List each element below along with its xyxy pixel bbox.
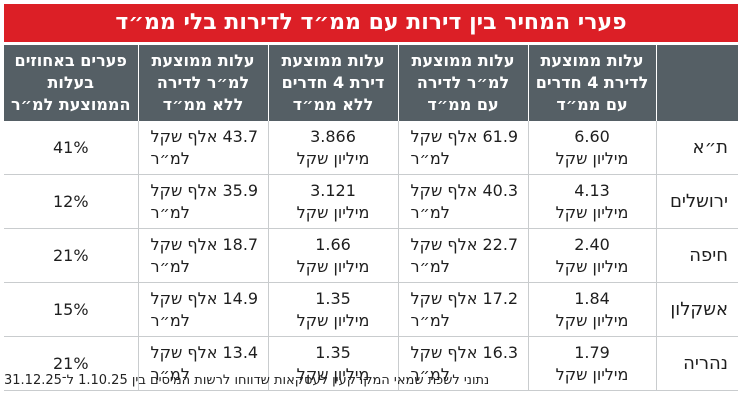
avg-sqm-with-mamad-cell: 16.3 אלף שקל למ״ר (397, 336, 528, 391)
avg-4room-with-mamad-cell: 1.79 מיליון שקל (527, 336, 656, 391)
avg-sqm-with-mamad-cell: 22.7 אלף שקל למ״ר (397, 228, 528, 283)
cell-value: 17.2 אלף שקל (410, 288, 519, 308)
cell-unit: מיליון שקל (296, 256, 370, 276)
avg-sqm-with-mamad-cell: 17.2 אלף שקל למ״ר (397, 282, 528, 337)
gap-percent-cell: 21% (4, 228, 138, 283)
avg-sqm-with-mamad-cell: 40.3 אלף שקל למ״ר (397, 174, 528, 229)
avg-sqm-without-mamad-cell: 35.9 אלף שקל למ״ר (137, 174, 268, 229)
cell-value: 40.3 אלף שקל (410, 180, 519, 200)
cell-value: 16.3 אלף שקל (410, 342, 519, 362)
chart-title: פערי המחיר בין דירות עם ממ״ד לדירות בלי … (4, 4, 738, 42)
cell-text: 12% (52, 191, 89, 211)
cell-unit: מיליון שקל (555, 310, 629, 330)
cell-value: 35.9 אלף שקל (150, 180, 259, 200)
cell-text: חיפה (689, 244, 728, 266)
column-header-city (655, 45, 738, 121)
avg-4room-without-mamad-cell: 3.866 מיליון שקל (267, 121, 398, 175)
avg-sqm-without-mamad-cell: 13.4 אלף שקל למ״ר (137, 336, 268, 391)
avg-4room-without-mamad-cell: 3.121 מיליון שקל (267, 174, 398, 229)
cell-value: 3.121 (310, 180, 356, 200)
cell-unit: מיליון שקל (555, 148, 629, 168)
cell-value: 4.13 (574, 180, 610, 200)
cell-text: נהריה (683, 352, 728, 374)
cell-text: 21% (52, 353, 89, 373)
cell-value: 1.66 (315, 234, 351, 254)
cell-unit: למ״ר (410, 202, 450, 222)
cell-value: 1.84 (574, 288, 610, 308)
cell-unit: למ״ר (410, 256, 450, 276)
avg-sqm-without-mamad-cell: 43.7 אלף שקל למ״ר (137, 121, 268, 175)
cell-value: 6.60 (574, 126, 610, 146)
cell-value: 2.40 (574, 234, 610, 254)
cell-unit: למ״ר (150, 310, 190, 330)
cell-value: 3.866 (310, 126, 356, 146)
avg-sqm-without-mamad-cell: 18.7 אלף שקל למ״ר (137, 228, 268, 283)
cell-unit: למ״ר (150, 148, 190, 168)
cell-unit: מיליון שקל (555, 256, 629, 276)
cell-unit: למ״ר (150, 202, 190, 222)
city-cell: ירושלים (655, 174, 738, 229)
cell-value: 13.4 אלף שקל (150, 342, 259, 362)
cell-value: 61.9 אלף שקל (410, 126, 519, 146)
column-header-gap-percent: פערים באחוזים בעלות הממוצעת למ״ר (4, 45, 138, 121)
cell-value: 1.79 (574, 342, 610, 362)
gap-percent-cell: 41% (4, 121, 138, 175)
cell-text: 21% (52, 245, 89, 265)
cell-text: 15% (52, 299, 89, 319)
cell-text: אשקלון (670, 298, 728, 320)
cell-value: 14.9 אלף שקל (150, 288, 259, 308)
header-row: עלות ממוצעת לדירת 4 חדרים עם ממ״ד עלות מ… (4, 45, 738, 121)
table-row: נהריה 1.79 מיליון שקל 16.3 אלף שקל למ״ר 1.35 מ… (4, 336, 738, 391)
table-row: ת״א 6.60 מיליון שקל 61.9 אלף שקל למ״ר 3.866 מי… (4, 121, 738, 175)
avg-4room-without-mamad-cell: 1.66 מיליון שקל (267, 228, 398, 283)
column-header-4room-without-mamad: עלות ממוצעת דירת 4 חדרים ללא ממ״ד (267, 45, 398, 121)
avg-4room-with-mamad-cell: 6.60 מיליון שקל (527, 121, 656, 175)
cell-value: 18.7 אלף שקל (150, 234, 259, 254)
cell-value: 22.7 אלף שקל (410, 234, 519, 254)
price-gap-table: עלות ממוצעת לדירת 4 חדרים עם ממ״ד עלות מ… (4, 45, 738, 391)
city-cell: אשקלון (655, 282, 738, 337)
city-cell: נהריה (655, 336, 738, 391)
cell-unit: למ״ר (410, 310, 450, 330)
cell-text: 41% (52, 137, 89, 157)
cell-unit: למ״ר (410, 148, 450, 168)
table-row: חיפה 2.40 מיליון שקל 22.7 אלף שקל למ״ר 1.66 מי… (4, 228, 738, 283)
gap-percent-cell: 21% (4, 336, 138, 391)
cell-unit: מיליון שקל (296, 202, 370, 222)
cell-value: 43.7 אלף שקל (150, 126, 259, 146)
column-header-4room-with-mamad: עלות ממוצעת לדירת 4 חדרים עם ממ״ד (527, 45, 656, 121)
source-note: נתוני לשכת שמאי המקרקעין לעסקאות שדווחו … (4, 373, 490, 388)
avg-4room-without-mamad-cell: 1.35 מיליון שקל (267, 282, 398, 337)
cell-unit: מיליון שקל (555, 202, 629, 222)
gap-percent-cell: 15% (4, 282, 138, 337)
avg-sqm-without-mamad-cell: 14.9 אלף שקל למ״ר (137, 282, 268, 337)
cell-unit: מיליון שקל (296, 148, 370, 168)
cell-unit: למ״ר (150, 364, 190, 384)
avg-4room-with-mamad-cell: 4.13 מיליון שקל (527, 174, 656, 229)
gap-percent-cell: 12% (4, 174, 138, 229)
cell-value: 1.35 (315, 288, 351, 308)
table-row: ירושלים 4.13 מיליון שקל 40.3 אלף שקל למ״ר 3.1… (4, 174, 738, 229)
avg-4room-with-mamad-cell: 2.40 מיליון שקל (527, 228, 656, 283)
city-cell: ת״א (655, 121, 738, 175)
avg-sqm-with-mamad-cell: 61.9 אלף שקל למ״ר (397, 121, 528, 175)
cell-text: ת״א (692, 136, 728, 158)
cell-unit: למ״ר (150, 256, 190, 276)
avg-4room-without-mamad-cell: 1.35 מיליון שקל (267, 336, 398, 391)
cell-value: 1.35 (315, 342, 351, 362)
avg-4room-with-mamad-cell: 1.84 מיליון שקל (527, 282, 656, 337)
cell-unit: מיליון שקל (296, 364, 370, 384)
column-header-sqm-without-mamad: עלות ממוצעת למ״ר לדירה ללא ממ״ד (137, 45, 268, 121)
cell-unit: מיליון שקל (555, 364, 629, 384)
cell-unit: למ״ר (410, 364, 450, 384)
cell-text: ירושלים (669, 190, 728, 212)
table-row: אשקלון 1.84 מיליון שקל 17.2 אלף שקל למ״ר 1.35… (4, 282, 738, 337)
cell-unit: מיליון שקל (296, 310, 370, 330)
city-cell: חיפה (655, 228, 738, 283)
column-header-sqm-with-mamad: עלות ממוצעת למ״ר לדירה עם ממ״ד (397, 45, 528, 121)
